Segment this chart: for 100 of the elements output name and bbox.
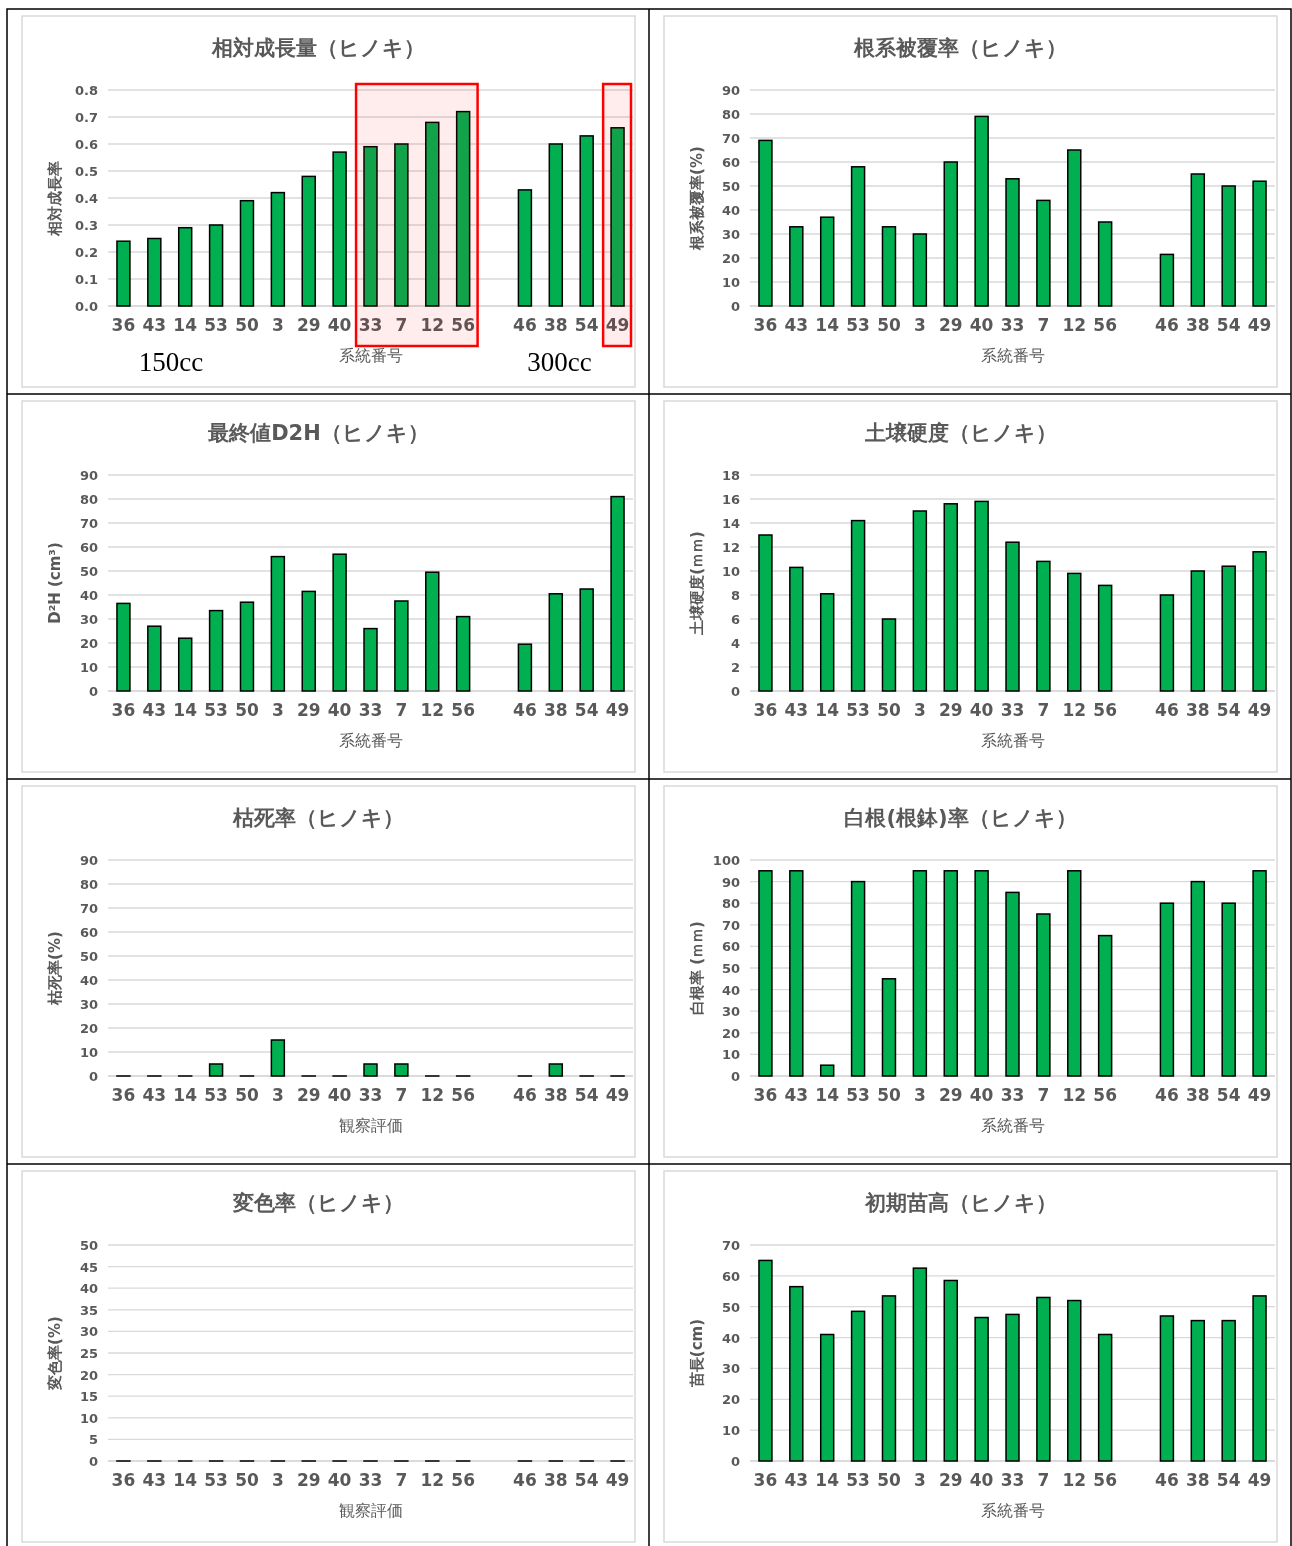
chart-title: 初期苗高（ヒノキ） (863, 1191, 1057, 1215)
x-tick-label: 12 (420, 315, 445, 335)
x-tick-label: 43 (142, 315, 167, 335)
bar (147, 625, 162, 692)
x-tick-label: 56 (1093, 700, 1117, 720)
chart-title: 最終値D2H（ヒノキ） (207, 421, 429, 445)
x-tick-label: 36 (753, 1085, 778, 1105)
bar (881, 1295, 897, 1462)
bar (147, 237, 162, 307)
y-tick-label: 60 (79, 540, 98, 555)
y-tick-label: 10 (721, 1047, 740, 1063)
chart-title: 相対成長量（ヒノキ） (211, 36, 425, 60)
y-tick-label: 15 (79, 1389, 98, 1405)
text: 300cc (527, 347, 592, 377)
x-tick-label: 46 (1155, 700, 1179, 720)
y-tick-label: 40 (721, 203, 740, 218)
x-tick-label: 56 (451, 1085, 475, 1105)
y-tick-label: 70 (721, 131, 740, 146)
y-tick-label: 10 (79, 660, 98, 675)
x-tick-label: 3 (271, 1085, 284, 1105)
x-tick-label: 12 (1062, 700, 1087, 720)
x-tick-label: 50 (877, 315, 901, 335)
bar (1252, 870, 1267, 1077)
bar (116, 602, 131, 692)
y-tick-label: 20 (721, 1025, 740, 1041)
x-axis-title: 系統番号 (338, 731, 403, 750)
y-tick-label: 10 (721, 1423, 740, 1439)
bar (455, 615, 471, 692)
x-tick-label: 38 (543, 1085, 568, 1105)
bar (394, 600, 409, 692)
y-tick-label: 50 (721, 1299, 740, 1315)
x-tick-label: 54 (1216, 1085, 1241, 1105)
bar (819, 593, 835, 692)
x-tick-label: 49 (605, 1085, 630, 1105)
x-tick-label: 54 (1216, 315, 1241, 335)
y-tick-label: 90 (721, 874, 740, 890)
bar (1190, 880, 1206, 1077)
bar (455, 110, 471, 307)
x-tick-label: 3 (271, 315, 284, 335)
x-tick-label: 56 (451, 1470, 475, 1490)
bar (819, 1064, 835, 1077)
bar (332, 553, 347, 692)
x-tick-label: 14 (815, 1085, 840, 1105)
y-tick-label: 20 (79, 1021, 98, 1036)
x-tick-label: 7 (1037, 700, 1050, 720)
x-tick-label: 40 (327, 700, 352, 720)
y-tick-label: 70 (721, 1238, 740, 1253)
bar (548, 593, 564, 692)
x-tick-label: 36 (111, 700, 136, 720)
x-tick-label: 36 (111, 315, 136, 335)
bar (363, 145, 378, 307)
y-axis-title: 白根率 (ｍｍ) (688, 921, 706, 1015)
x-tick-label: 54 (574, 315, 599, 335)
y-tick-label: 8 (730, 588, 740, 603)
bar (758, 139, 773, 307)
bar (394, 143, 409, 307)
x-tick-label: 29 (296, 1085, 321, 1105)
y-tick-label: 40 (721, 1330, 740, 1346)
bar (912, 1267, 928, 1462)
bar (270, 191, 286, 307)
x-tick-label: 50 (235, 1085, 259, 1105)
x-axis-title: 観察評価 (338, 1501, 403, 1520)
bar (1097, 221, 1113, 307)
bar (789, 226, 804, 307)
x-tick-label: 14 (173, 1470, 198, 1490)
bar (912, 233, 928, 307)
x-tick-label: 12 (420, 700, 445, 720)
x-tick-label: 56 (451, 315, 475, 335)
x-tick-label: 36 (111, 1470, 136, 1490)
y-tick-label: 20 (79, 1367, 98, 1383)
x-tick-label: 7 (1037, 315, 1050, 335)
bar (425, 571, 440, 692)
x-tick-label: 46 (513, 1470, 537, 1490)
y-tick-label: 30 (721, 1004, 740, 1020)
x-axis-title: 系統番号 (980, 346, 1045, 365)
x-tick-label: 53 (846, 315, 870, 335)
x-tick-label: 14 (173, 700, 198, 720)
x-tick-label: 53 (204, 1470, 228, 1490)
bar (363, 1063, 378, 1077)
x-tick-label: 40 (969, 1085, 994, 1105)
y-tick-label: 0 (730, 1454, 740, 1469)
y-axis-title: D²H (cm³) (46, 542, 64, 624)
y-tick-label: 0 (88, 1454, 98, 1469)
x-tick-label: 3 (913, 315, 926, 335)
x-tick-label: 38 (543, 315, 568, 335)
x-tick-label: 36 (753, 700, 778, 720)
x-tick-label: 53 (204, 700, 228, 720)
bar (579, 135, 594, 307)
x-tick-label: 46 (513, 700, 537, 720)
bar (1067, 1299, 1082, 1462)
bar (943, 503, 958, 692)
y-tick-label: 0.4 (74, 191, 98, 206)
bar (579, 588, 594, 692)
x-tick-label: 43 (142, 700, 167, 720)
chart-title: 土壌硬度（ヒノキ） (863, 421, 1057, 445)
x-tick-label: 12 (1062, 1085, 1087, 1105)
y-axis-title: 根系被覆率(%) (688, 146, 706, 251)
x-tick-label: 54 (1216, 700, 1241, 720)
x-tick-label: 7 (1037, 1085, 1050, 1105)
bar (850, 880, 866, 1077)
